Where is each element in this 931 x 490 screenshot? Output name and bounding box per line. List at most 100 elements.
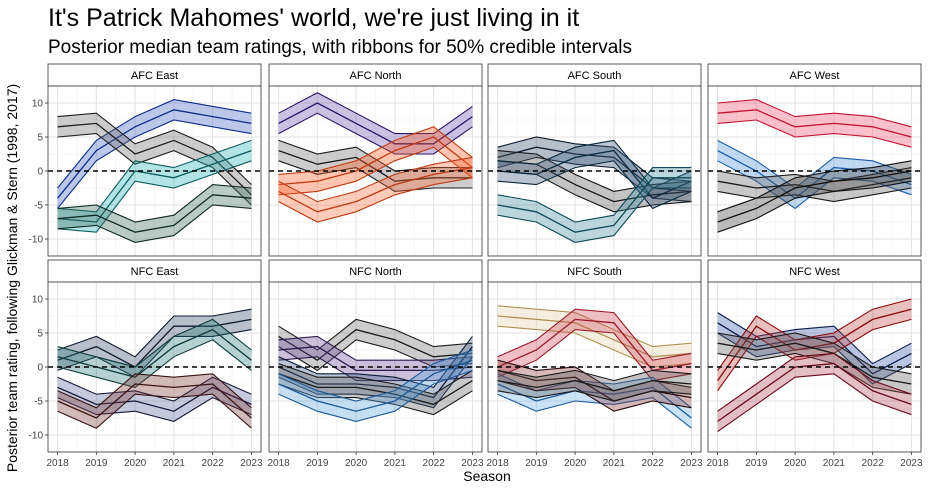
y-tick-label: 0 bbox=[37, 363, 43, 374]
x-tick-label: 2019 bbox=[745, 458, 768, 469]
series-ribbon-lower bbox=[717, 352, 912, 395]
panel-title: AFC East bbox=[131, 70, 178, 82]
series-median-line bbox=[278, 166, 473, 213]
series-ribbon-upper bbox=[497, 139, 692, 189]
series-ribbon-upper bbox=[278, 363, 473, 395]
y-tick-label: -10 bbox=[29, 431, 44, 442]
panels-layer: AFC East -10 -5 0 5 10 AFC North AFC South AFC W… bbox=[29, 63, 923, 469]
panel: NFC East -10 -5 0 5 10 2018 2019 2020 2021 2022 202… bbox=[29, 259, 263, 469]
series-ribbon-upper bbox=[278, 349, 473, 402]
x-tick-label: 2022 bbox=[423, 458, 446, 469]
series-ribbon-lower bbox=[717, 180, 912, 233]
series-median-line bbox=[278, 345, 473, 372]
series-median-line bbox=[278, 373, 473, 406]
panel-title: NFC South bbox=[567, 266, 621, 278]
x-axis-title: Season bbox=[463, 468, 510, 484]
series-median-line bbox=[497, 149, 692, 199]
series-ribbon-lower bbox=[497, 393, 692, 429]
series-median-line bbox=[278, 102, 473, 145]
panel-title: AFC North bbox=[350, 70, 402, 82]
series-ribbon-lower bbox=[57, 133, 252, 206]
y-tick-label: 10 bbox=[32, 295, 44, 306]
x-tick-label: 2019 bbox=[85, 458, 108, 469]
series-ribbon-lower bbox=[497, 187, 692, 243]
series-ribbon-upper bbox=[497, 308, 692, 361]
chart-title: It's Patrick Mahomes' world, we're just … bbox=[48, 4, 580, 32]
series-ribbon-lower bbox=[717, 373, 912, 433]
series-ribbon-upper bbox=[717, 139, 912, 189]
series-ribbon-lower bbox=[497, 380, 692, 412]
series-ribbon bbox=[497, 167, 692, 243]
x-tick-label: 2021 bbox=[384, 458, 407, 469]
series-ribbon-lower bbox=[497, 156, 692, 203]
series-median-line bbox=[57, 122, 252, 196]
series-median-line bbox=[497, 177, 692, 233]
series-ribbon-upper bbox=[278, 126, 473, 175]
x-tick-label: 2018 bbox=[46, 458, 69, 469]
panel-title: NFC East bbox=[131, 266, 179, 278]
series-ribbon bbox=[57, 184, 252, 243]
x-tick-label: 2019 bbox=[306, 458, 329, 469]
series-ribbon-lower bbox=[497, 329, 692, 382]
x-tick-label: 2023 bbox=[240, 458, 263, 469]
series-ribbon-lower bbox=[57, 119, 252, 209]
y-tick-label: 5 bbox=[37, 133, 43, 144]
series-median-line bbox=[717, 342, 912, 385]
series-ribbon-lower bbox=[717, 119, 912, 148]
x-tick-label: 2020 bbox=[784, 458, 807, 469]
series-ribbon-upper bbox=[717, 298, 912, 371]
series-ribbon-upper bbox=[57, 112, 252, 185]
panel-border bbox=[487, 85, 702, 257]
series-ribbon-lower bbox=[717, 187, 912, 203]
series-ribbon-lower bbox=[278, 146, 473, 196]
x-tick-label: 2021 bbox=[823, 458, 846, 469]
y-tick-label: -5 bbox=[34, 397, 43, 408]
y-axis-title: Posterior team rating, following Glickma… bbox=[4, 84, 20, 472]
series-median-line bbox=[717, 177, 912, 193]
series-median-line bbox=[278, 328, 473, 361]
series-ribbon bbox=[278, 336, 473, 381]
series-ribbon-upper bbox=[497, 150, 692, 192]
series-ribbon-lower bbox=[717, 318, 912, 392]
series-ribbon-upper bbox=[717, 167, 912, 182]
series-ribbon bbox=[717, 99, 912, 148]
series-median-line bbox=[497, 146, 692, 193]
series-ribbon-upper bbox=[278, 92, 473, 135]
y-tick-label: 0 bbox=[37, 167, 43, 178]
series-ribbon-upper bbox=[278, 156, 473, 203]
series-ribbon-upper bbox=[717, 312, 912, 365]
series-median-line bbox=[278, 359, 473, 412]
series-median-line bbox=[278, 149, 473, 182]
series-ribbon-upper bbox=[717, 352, 912, 412]
series-ribbon bbox=[278, 336, 473, 408]
series-ribbon-lower bbox=[57, 204, 252, 243]
panel: AFC West bbox=[707, 63, 922, 257]
x-tick-label: 2023 bbox=[680, 458, 703, 469]
panel: AFC East -10 -5 0 5 10 bbox=[29, 63, 262, 257]
series-ribbon-upper bbox=[278, 318, 473, 351]
series-median-line bbox=[57, 194, 252, 233]
series-ribbon-lower bbox=[278, 160, 473, 192]
series-ribbon-lower bbox=[278, 383, 473, 416]
panel-border bbox=[268, 85, 483, 257]
series-ribbon bbox=[278, 157, 473, 222]
panel: NFC South 2018 2019 2020 2021 2022 2023 bbox=[486, 259, 703, 469]
series-ribbon-upper bbox=[497, 373, 692, 409]
x-tick-label: 2018 bbox=[706, 458, 729, 469]
series-median-line bbox=[497, 318, 692, 372]
series-ribbon-lower bbox=[57, 339, 252, 389]
series-ribbon bbox=[497, 305, 692, 367]
y-tick-label: -10 bbox=[29, 235, 44, 246]
y-tick-label: 10 bbox=[32, 99, 44, 110]
series-median-line bbox=[57, 383, 252, 419]
series-median-line bbox=[57, 109, 252, 199]
series-ribbon bbox=[717, 353, 912, 432]
series-median-line bbox=[57, 328, 252, 378]
x-tick-label: 2023 bbox=[461, 458, 484, 469]
x-tick-label: 2022 bbox=[862, 458, 885, 469]
chart-subtitle: Posterior median team ratings, with ribb… bbox=[48, 37, 632, 58]
series-ribbon bbox=[497, 373, 692, 429]
series-ribbon-upper bbox=[57, 184, 252, 223]
series-median-line bbox=[717, 109, 912, 138]
panel-border bbox=[707, 281, 922, 453]
